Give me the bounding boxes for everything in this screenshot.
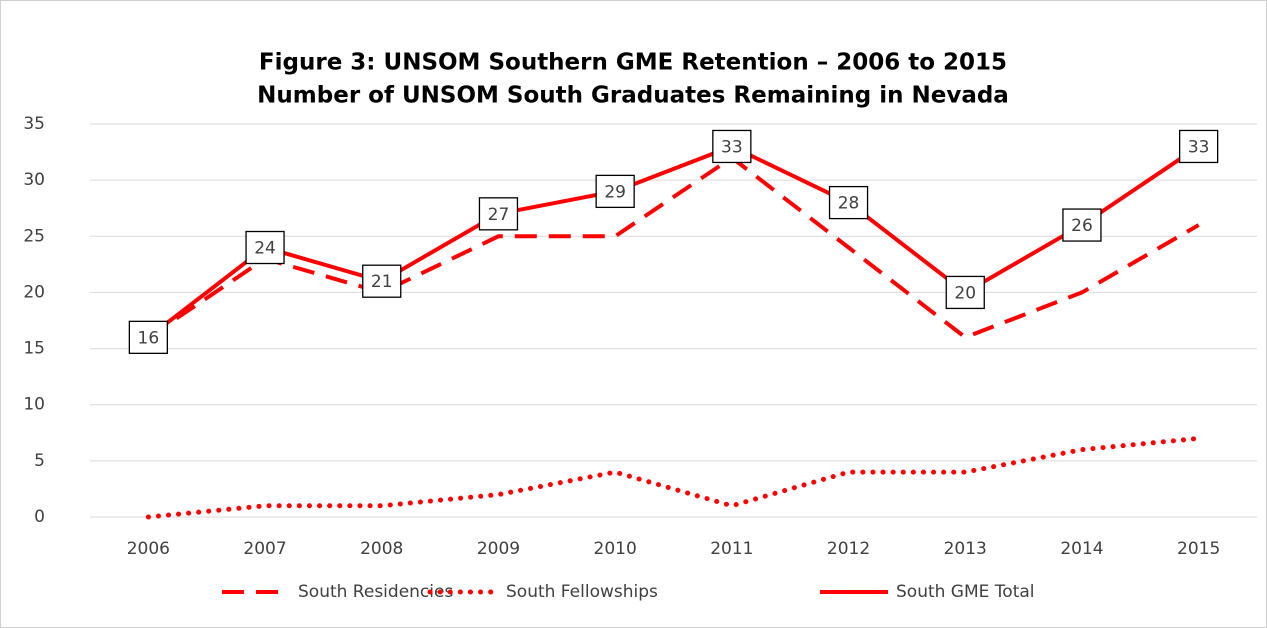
series-line bbox=[145, 435, 1202, 520]
data-label: 27 bbox=[488, 205, 510, 225]
legend-label: South GME Total bbox=[896, 582, 1035, 602]
x-tick-label: 2009 bbox=[477, 539, 520, 559]
data-label-box bbox=[828, 185, 869, 220]
x-tick-label: 2007 bbox=[243, 539, 286, 559]
x-tick-label: 2013 bbox=[944, 539, 987, 559]
data-label-box bbox=[1062, 208, 1102, 242]
y-tick-label: 35 bbox=[23, 114, 45, 134]
legend-label: South Fellowships bbox=[506, 582, 658, 602]
data-label-box bbox=[245, 230, 285, 265]
series-line bbox=[147, 144, 1200, 339]
data-label: 16 bbox=[138, 328, 160, 348]
data-label-box bbox=[945, 275, 985, 310]
x-tick-label: 2011 bbox=[710, 539, 753, 559]
x-tick-label: 2015 bbox=[1177, 539, 1220, 559]
data-label: 29 bbox=[604, 182, 626, 202]
legend-label: South Residencies bbox=[298, 582, 453, 602]
data-label: 33 bbox=[721, 137, 743, 157]
x-tick-label: 2006 bbox=[127, 539, 170, 559]
data-label-box bbox=[712, 129, 752, 164]
data-label: 33 bbox=[1188, 137, 1210, 157]
x-tick-label: 2010 bbox=[594, 539, 637, 559]
data-label: 21 bbox=[371, 272, 393, 292]
series-line bbox=[147, 155, 1200, 340]
x-tick-label: 2014 bbox=[1060, 539, 1103, 559]
data-label-box bbox=[478, 197, 519, 231]
x-tick-label: 2012 bbox=[827, 539, 870, 559]
data-label-box bbox=[362, 264, 402, 298]
data-label-box bbox=[595, 174, 635, 209]
x-tick-label: 2008 bbox=[360, 539, 403, 559]
y-tick-label: 25 bbox=[23, 226, 45, 246]
chart-title: Figure 3: UNSOM Southern GME Retention –… bbox=[259, 50, 1007, 76]
y-tick-label: 15 bbox=[23, 339, 45, 359]
y-tick-label: 0 bbox=[34, 507, 45, 527]
data-label: 26 bbox=[1071, 216, 1093, 236]
data-label: 28 bbox=[838, 194, 860, 214]
data-label-box bbox=[128, 320, 169, 354]
data-label: 24 bbox=[254, 239, 276, 259]
y-tick-label: 5 bbox=[34, 451, 45, 471]
y-tick-label: 10 bbox=[23, 395, 45, 415]
data-label-box bbox=[1179, 129, 1219, 164]
y-tick-label: 20 bbox=[23, 282, 45, 302]
data-label: 20 bbox=[954, 283, 976, 303]
chart-subtitle: Number of UNSOM South Graduates Remainin… bbox=[257, 83, 1009, 109]
y-tick-label: 30 bbox=[23, 170, 45, 190]
